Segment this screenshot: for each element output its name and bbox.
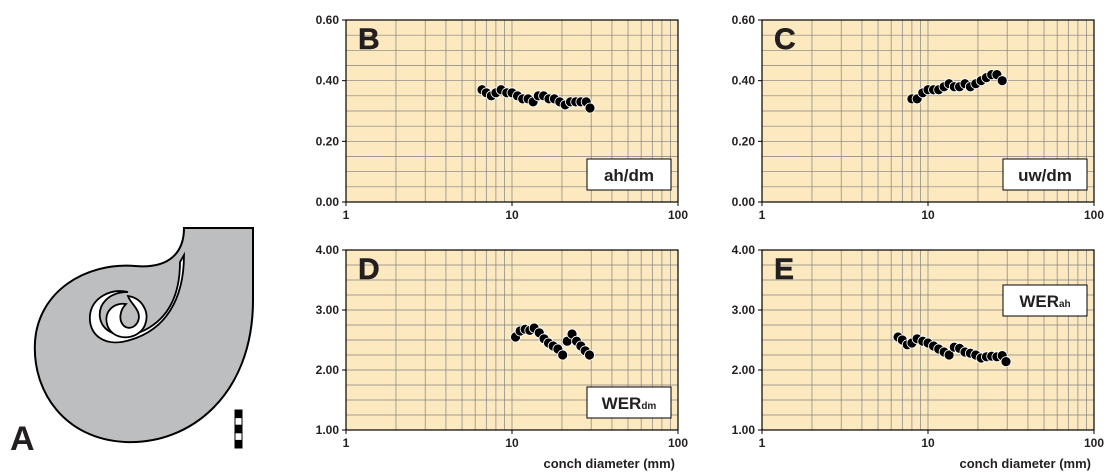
x-tick-label: 10 (921, 436, 935, 450)
x-axis-title: conch diameter (mm) (960, 456, 1091, 471)
panel-label: E (774, 253, 794, 286)
whorl-gap (89, 251, 185, 344)
x-tick-label: 100 (668, 208, 688, 222)
data-point (943, 349, 955, 361)
label-text: WERah (1019, 292, 1070, 311)
label-main: WER (602, 394, 642, 413)
y-tick-label: 1.00 (732, 423, 756, 437)
chart-panel: 1.00 2.00 3.00 4.00 1 10 100 conch diameter (mm… (316, 243, 689, 471)
x-tick-label: 10 (921, 208, 935, 222)
x-tick-label: 1 (343, 208, 350, 222)
panel-label: C (774, 23, 796, 56)
y-tick-label: 3.00 (732, 303, 756, 317)
chart-panel: 0.00 0.20 0.40 0.60 1 10 100 Cuw/dm (732, 13, 1105, 222)
y-tick-label: 2.00 (732, 363, 756, 377)
data-point (996, 75, 1008, 87)
y-tick-label: 2.00 (316, 363, 340, 377)
y-tick-label: 4.00 (316, 243, 340, 257)
y-tick-label: 0.00 (732, 195, 756, 209)
y-tick-label: 1.00 (316, 423, 340, 437)
x-tick-label: 1 (759, 436, 766, 450)
data-point (584, 349, 595, 361)
scale-bar (234, 409, 243, 449)
panel-label: B (358, 23, 380, 56)
x-tick-label: 10 (505, 436, 519, 450)
panel-a-drawing: A (10, 227, 254, 458)
y-tick-label: 0.40 (316, 74, 340, 88)
label-text: WERdm (602, 394, 657, 413)
x-tick-label: 100 (1084, 436, 1104, 450)
label-text: uw/dm (1018, 166, 1072, 185)
label-text: ah/dm (604, 166, 654, 185)
label-box (586, 158, 672, 191)
y-tick-label: 3.00 (316, 303, 340, 317)
label-box (1002, 284, 1088, 317)
x-tick-label: 10 (505, 208, 519, 222)
data-point (584, 102, 596, 114)
panel-label: D (358, 253, 380, 286)
label-box (586, 386, 672, 419)
data-point (557, 349, 569, 361)
x-axis-title: conch diameter (mm) (544, 456, 675, 471)
inner-whorl (105, 294, 148, 339)
x-tick-label: 1 (759, 208, 766, 222)
y-tick-label: 0.20 (732, 134, 756, 148)
data-point (1000, 356, 1012, 368)
y-tick-label: 0.40 (732, 74, 756, 88)
x-tick-label: 100 (1084, 208, 1104, 222)
y-tick-label: 0.20 (316, 134, 340, 148)
x-tick-label: 1 (343, 436, 350, 450)
y-tick-label: 0.60 (732, 13, 756, 27)
chart-panel: 1.00 2.00 3.00 4.00 1 10 100 conch diameter (mm… (732, 243, 1105, 471)
x-tick-label: 100 (668, 436, 688, 450)
y-tick-label: 0.00 (316, 195, 340, 209)
label-main: WER (1019, 292, 1059, 311)
label-box (1002, 158, 1088, 191)
panel-label: A (10, 420, 35, 458)
label-sub: dm (641, 401, 656, 412)
y-tick-label: 0.60 (316, 13, 340, 27)
label-sub: ah (1059, 299, 1071, 310)
y-tick-label: 4.00 (732, 243, 756, 257)
chart-panel: 0.00 0.20 0.40 0.60 1 10 100 Bah/dm (316, 13, 689, 222)
